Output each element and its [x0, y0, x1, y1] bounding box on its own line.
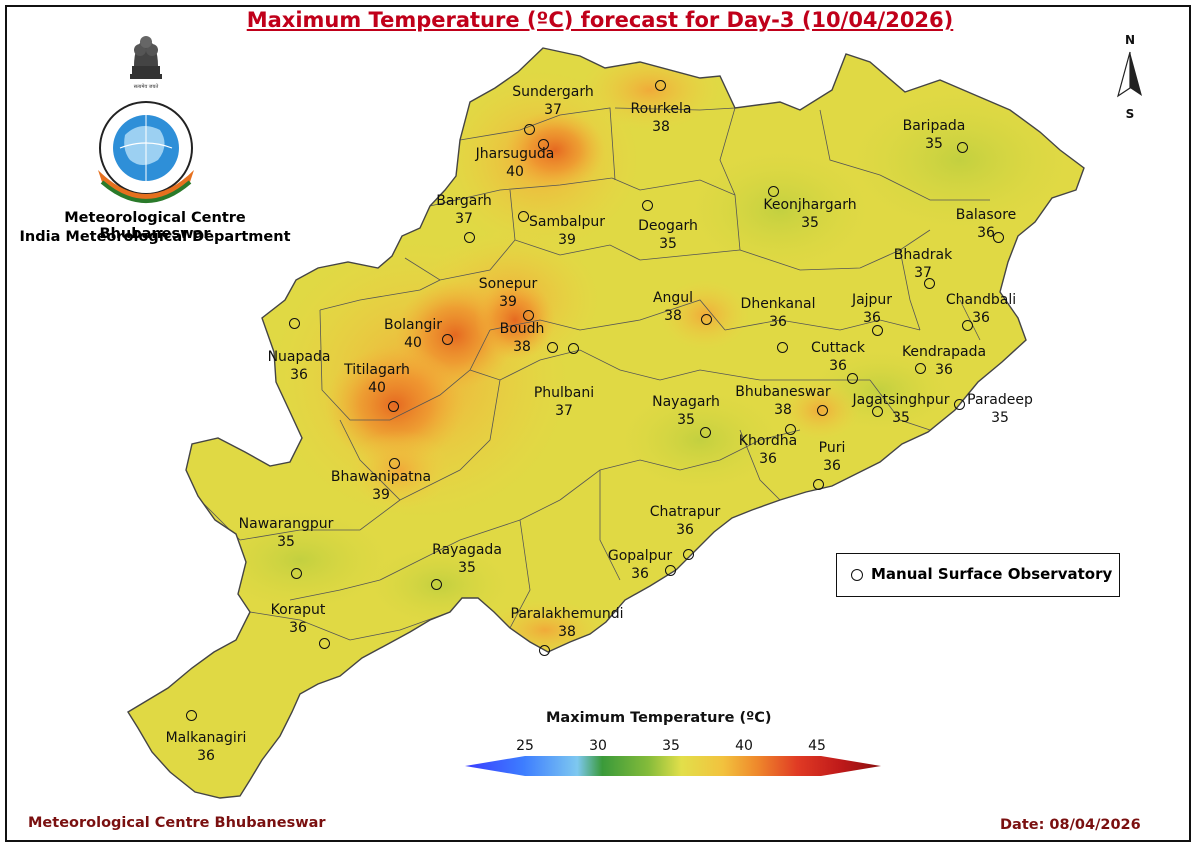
svg-text:सत्यमेव जयते: सत्यमेव जयते: [134, 83, 159, 90]
station-label: Bolangir 40: [383, 317, 443, 351]
station-label: Kendrapada 36: [901, 344, 987, 378]
station-marker: [568, 343, 579, 354]
station-marker: [523, 310, 534, 321]
scale-tick: 35: [662, 738, 680, 754]
station-marker: [547, 342, 558, 353]
station-label: Balasore 36: [955, 207, 1017, 241]
station-marker: [665, 565, 676, 576]
station-marker: [289, 318, 300, 329]
station-marker: [388, 401, 399, 412]
station-label: Titilagarh 40: [344, 362, 410, 396]
station-label: Rourkela 38: [630, 101, 692, 135]
station-marker: [538, 139, 549, 150]
station-marker: [389, 458, 400, 469]
legend-label: Manual Surface Observatory: [871, 565, 1113, 583]
station-marker: [962, 320, 973, 331]
station-label: Baripada 35: [902, 118, 966, 152]
station-label: Koraput 36: [270, 602, 326, 636]
station-marker: [700, 427, 711, 438]
station-marker: [701, 314, 712, 325]
station-label: Sonepur 39: [478, 276, 538, 310]
station-label: Cuttack 36: [810, 340, 866, 374]
district-boundaries: [199, 107, 990, 641]
observatory-marker-icon: [851, 569, 863, 581]
station-marker: [924, 278, 935, 289]
color-scale-bar: [465, 756, 881, 776]
station-label: Chatrapur 36: [649, 504, 721, 538]
station-label: Jajpur 36: [851, 292, 893, 326]
station-marker: [954, 399, 965, 410]
station-marker: [872, 406, 883, 417]
station-label: Sundergarh 37: [512, 84, 594, 118]
station-label: Nayagarh 35: [652, 394, 720, 428]
station-marker: [957, 142, 968, 153]
scale-tick: 45: [808, 738, 826, 754]
station-label: Deogarh 35: [638, 218, 698, 252]
station-label: Paralakhemundi 38: [510, 606, 624, 640]
scale-tick: 30: [589, 738, 607, 754]
station-marker: [642, 200, 653, 211]
station-label: Gopalpur 36: [607, 548, 673, 582]
station-label: Phulbani 37: [533, 385, 595, 419]
org-name-line1: Meteorological Centre Bhubaneswar: [64, 210, 246, 242]
scale-tick: 40: [735, 738, 753, 754]
station-label: Chandbali 36: [945, 292, 1017, 326]
station-label: Rayagada 35: [432, 542, 502, 576]
station-label: Puri 36: [818, 440, 846, 474]
station-label: Jagatsinghpur 35: [852, 392, 950, 426]
station-marker: [993, 232, 1004, 243]
station-marker: [915, 363, 926, 374]
station-marker: [847, 373, 858, 384]
station-marker: [319, 638, 330, 649]
station-marker: [431, 579, 442, 590]
station-label: Bargarh 37: [436, 193, 492, 227]
temperature-shading: [210, 50, 1070, 660]
footer-organization: Meteorological Centre Bhubaneswar: [28, 815, 326, 831]
station-marker: [442, 334, 453, 345]
station-label: Keonjhargarh 35: [763, 197, 857, 231]
north-arrow-icon: N S: [1116, 33, 1142, 121]
station-label: Boudh 38: [499, 321, 545, 355]
station-marker: [539, 645, 550, 656]
station-marker: [291, 568, 302, 579]
station-label: Angul 38: [652, 290, 694, 324]
station-marker: [872, 325, 883, 336]
station-label: Malkanagiri 36: [165, 730, 247, 764]
station-marker: [683, 549, 694, 560]
footer-date: Date: 08/04/2026: [1000, 817, 1141, 833]
station-marker: [813, 479, 824, 490]
station-label: Sambalpur 39: [529, 214, 605, 248]
station-marker: [817, 405, 828, 416]
station-label: Khordha 36: [738, 433, 798, 467]
station-label: Bhubaneswar 38: [735, 384, 831, 418]
station-label: Bhadrak 37: [893, 247, 953, 281]
station-marker: [768, 186, 779, 197]
color-scale-title: Maximum Temperature (ºC): [546, 710, 772, 726]
station-label: Nuapada 36: [267, 349, 331, 383]
station-label: Jharsuguda 40: [475, 146, 555, 180]
south-label: S: [1126, 107, 1135, 121]
station-marker: [655, 80, 666, 91]
station-marker: [524, 124, 535, 135]
station-marker: [464, 232, 475, 243]
scale-tick: 25: [516, 738, 534, 754]
north-label: N: [1125, 33, 1135, 47]
imd-globe-icon: [98, 101, 194, 203]
observatory-legend: Manual Surface Observatory: [836, 553, 1120, 597]
station-marker: [518, 211, 529, 222]
imd-logo: सत्यमेव जयते: [98, 36, 194, 203]
station-label: Paradeep 35: [967, 392, 1033, 426]
station-label: Dhenkanal 36: [740, 296, 816, 330]
map-title: Maximum Temperature (ºC) forecast for Da…: [246, 8, 954, 32]
org-name-line2: India Meteorological Department: [19, 229, 291, 245]
station-marker: [777, 342, 788, 353]
station-label: Bhawanipatna 39: [330, 469, 432, 503]
ashoka-emblem-icon: सत्यमेव जयते: [130, 36, 162, 90]
station-marker: [785, 424, 796, 435]
station-marker: [186, 710, 197, 721]
station-label: Nawarangpur 35: [238, 516, 334, 550]
